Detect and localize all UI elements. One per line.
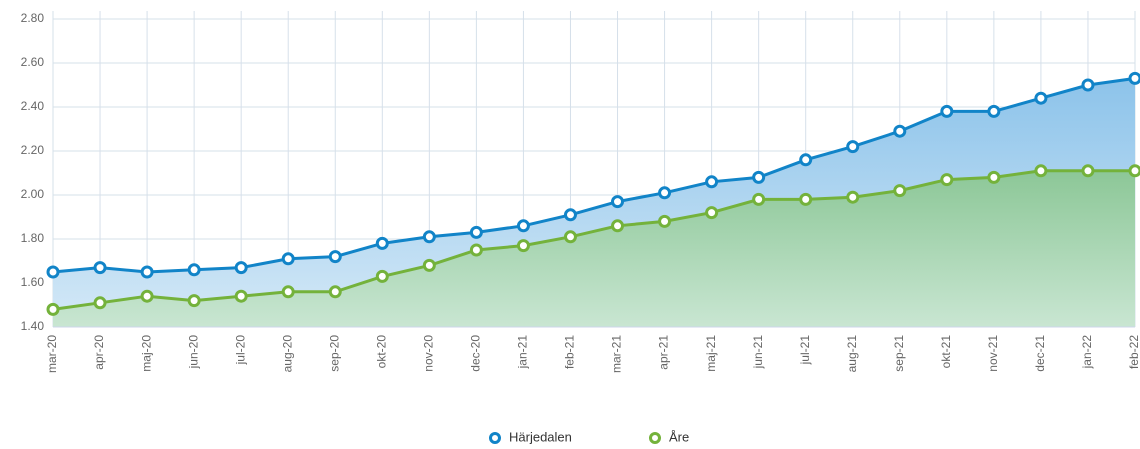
point [987,104,1001,118]
point [611,195,625,209]
point [93,296,107,310]
x-tick-label: nov-20 [422,335,436,372]
x-tick-label: nov-21 [986,335,1000,372]
x-tick-label: apr-20 [92,335,106,370]
point [234,261,248,275]
legend-marker [489,432,501,444]
x-tick-label: sep-20 [327,335,341,372]
point [93,261,107,275]
y-tick-label: 2.40 [21,99,45,113]
point [1034,91,1048,105]
y-tick-label: 2.60 [21,55,45,69]
point [940,173,954,187]
point [752,192,766,206]
point [140,289,154,303]
x-tick-label: okt-21 [939,335,953,369]
x-tick-label: feb-21 [563,335,577,369]
point [611,219,625,233]
point [799,153,813,167]
x-tick-label: sep-21 [892,335,906,372]
point [846,140,860,154]
x-tick-label: mar-21 [610,335,624,373]
x-tick-label: dec-20 [469,335,483,372]
legend-marker [649,432,661,444]
x-tick-label: feb-22 [1127,335,1140,369]
point [658,214,672,228]
x-tick-label: jul-20 [233,335,247,366]
y-tick-label: 2.00 [21,187,45,201]
point [705,206,719,220]
point [752,170,766,184]
x-tick-label: okt-20 [374,335,388,369]
point [1128,164,1140,178]
legend-label: Härjedalen [509,429,572,444]
point [516,239,530,253]
point [799,192,813,206]
x-tick-label: maj-21 [704,335,718,372]
legend-item: Härjedalen [489,429,572,444]
point [46,302,60,316]
x-tick-label: apr-21 [657,335,671,370]
point [940,104,954,118]
x-tick-label: aug-20 [280,335,294,373]
point [422,258,436,272]
point [658,186,672,200]
y-tick-label: 1.80 [21,231,45,245]
legend-item: Åre [649,429,689,444]
point [563,208,577,222]
y-tick-label: 1.60 [21,275,45,289]
point [705,175,719,189]
point [328,285,342,299]
point [1128,71,1140,85]
x-tick-label: aug-21 [845,335,859,373]
x-tick-label: jun-21 [751,335,765,370]
point [893,124,907,138]
point [563,230,577,244]
x-tick-label: maj-20 [139,335,153,372]
area [53,170,1135,327]
point [1081,78,1095,92]
point [328,250,342,264]
x-tick-label: jan-21 [516,335,530,370]
point [187,294,201,308]
point [375,269,389,283]
x-tick-label: jun-20 [186,335,200,370]
x-tick-label: jul-21 [798,335,812,366]
line [52,76,1136,274]
point [469,243,483,257]
point [987,170,1001,184]
point [846,190,860,204]
point [375,236,389,250]
point [46,265,60,279]
y-tick-label: 2.80 [21,11,45,25]
point [1034,164,1048,178]
line [52,169,1135,311]
point [281,285,295,299]
point [140,265,154,279]
y-tick-label: 2.20 [21,143,45,157]
x-tick-label: mar-20 [45,335,59,373]
x-tick-label: jan-22 [1080,335,1094,370]
point [234,289,248,303]
x-tick-label: dec-21 [1033,335,1047,372]
y-tick-label: 1.40 [21,319,45,333]
point [516,219,530,233]
point [1081,164,1095,178]
point [422,230,436,244]
legend-label: Åre [669,429,689,444]
point [281,252,295,266]
point [469,225,483,239]
point [187,263,201,277]
point [893,184,907,198]
